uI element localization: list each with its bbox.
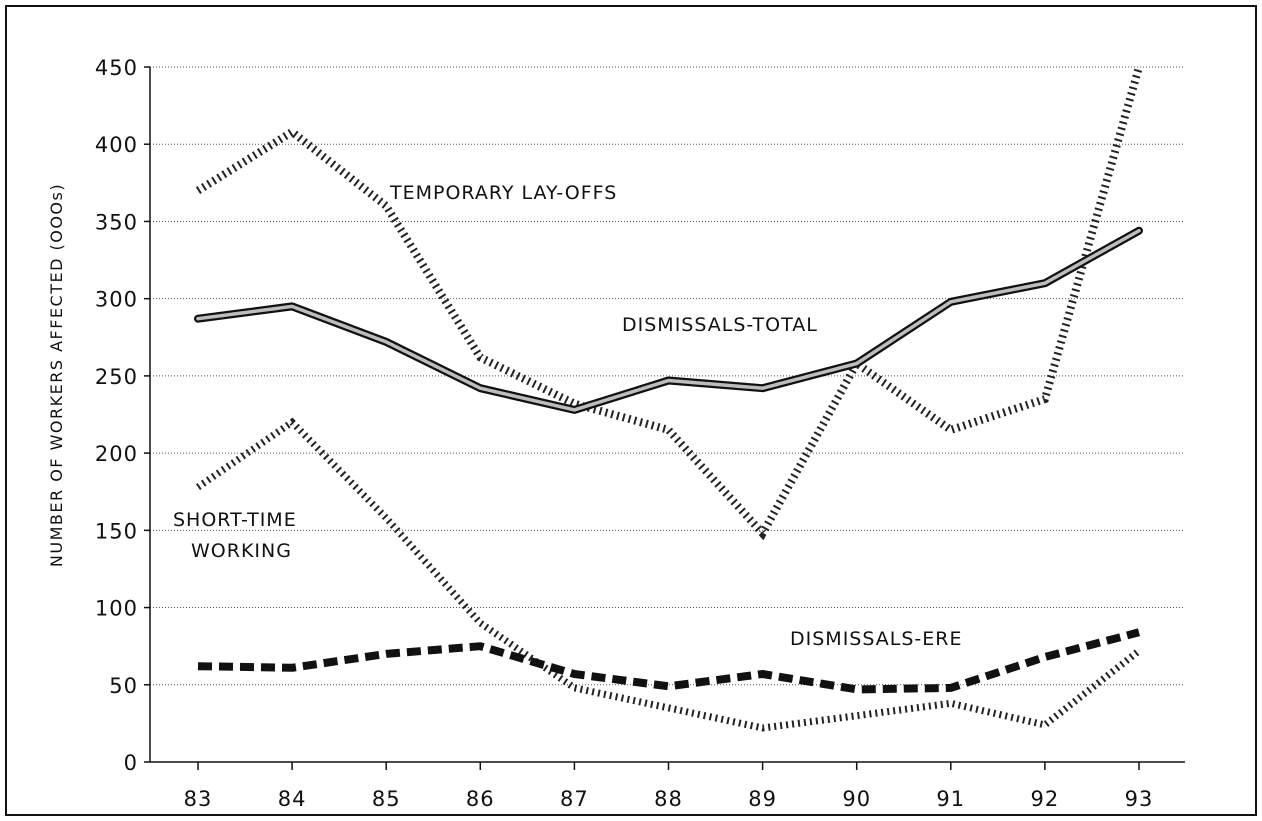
x-tick-label: 90 [842, 787, 871, 811]
x-tick-label: 83 [184, 787, 213, 811]
y-tick-label: 150 [95, 519, 138, 543]
series-line [196, 417, 1142, 732]
y-axis-title: NUMBER OF WORKERS AFFECTED (OOOs) [47, 183, 66, 567]
x-tick-label: 93 [1125, 787, 1154, 811]
outer-border [5, 5, 1257, 816]
series-annotation: SHORT-TIME [173, 509, 297, 531]
series-annotation: DISMISSALS-ERE [790, 628, 962, 650]
series-annotation: WORKING [191, 540, 292, 562]
series-annotation: TEMPORARY LAY-OFFS [389, 182, 617, 204]
x-tick-label: 88 [654, 787, 683, 811]
y-tick-label: 450 [95, 56, 138, 80]
series-3 [197, 628, 1141, 694]
x-tick-label: 86 [466, 787, 495, 811]
series-annotations: TEMPORARY LAY-OFFS DISMISSALS-TOTAL SHORT-… [173, 182, 962, 650]
series-annotation: DISMISSALS-TOTAL [622, 314, 818, 336]
x-tick-label: 84 [278, 787, 307, 811]
series-0 [195, 65, 1143, 541]
series-line-inner [196, 228, 1141, 412]
x-tick-label: 87 [560, 787, 589, 811]
x-tick-label: 85 [372, 787, 401, 811]
x-tick-label: 92 [1031, 787, 1060, 811]
series-1 [194, 226, 1143, 414]
series-lines [194, 65, 1143, 732]
y-tick-label: 300 [95, 288, 138, 312]
series-line [195, 65, 1143, 541]
y-tick-label: 50 [109, 674, 138, 698]
x-tick-label: 91 [936, 787, 965, 811]
series-line [197, 628, 1141, 694]
series-2 [196, 417, 1142, 732]
y-tick-label: 250 [95, 365, 138, 389]
y-tick-label: 0 [124, 751, 138, 775]
y-tick-label: 100 [95, 597, 138, 621]
x-tick-label: 89 [748, 787, 777, 811]
y-tick-label: 200 [95, 442, 138, 466]
grid-lines [150, 66, 1185, 686]
y-tick-label: 400 [95, 133, 138, 157]
tick-labels: 0 50 100 150 200 250 300 350 400 450 83 84 85 86 87 88 8… [95, 56, 1154, 811]
y-tick-label: 350 [95, 210, 138, 234]
axes [144, 66, 1185, 770]
